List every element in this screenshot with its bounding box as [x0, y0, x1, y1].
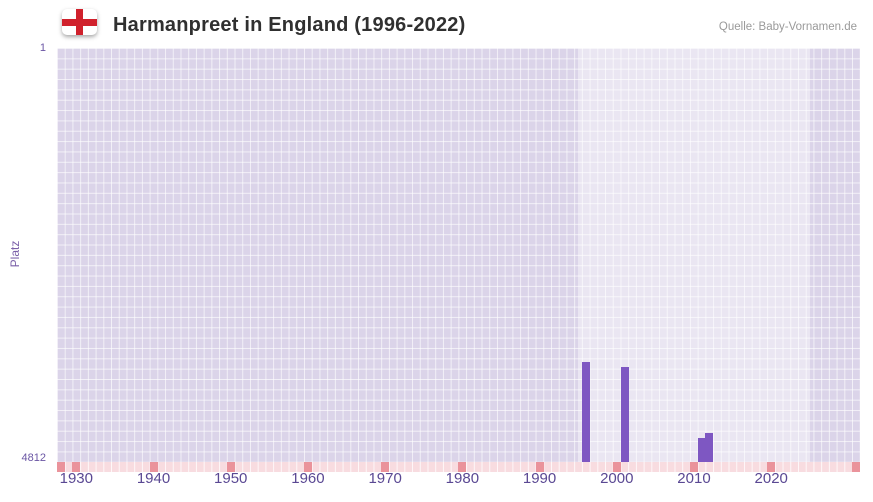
- x-tick-mark-1970: [381, 462, 390, 472]
- y-axis-label: Platz: [8, 240, 22, 268]
- x-axis-strip: [57, 462, 860, 472]
- flag-cross-horizontal: [62, 18, 97, 26]
- rank-bar-2012: [705, 432, 714, 462]
- rank-bar-1996: [581, 362, 590, 462]
- x-tick-mark-1950: [226, 462, 235, 472]
- england-flag-icon: [62, 9, 97, 35]
- x-tick-label-2000: 2000: [600, 470, 634, 487]
- data-range-highlight: [578, 48, 810, 462]
- page-title: Harmanpreet in England (1996-2022): [113, 14, 466, 36]
- x-edge-mark-1: [852, 462, 860, 472]
- x-tick-label-1940: 1940: [136, 470, 171, 487]
- x-edge-mark-0: [57, 462, 65, 472]
- x-tick-label-1990: 1990: [522, 470, 557, 487]
- x-tick-label-1950: 1950: [214, 470, 248, 487]
- plot-area: [57, 48, 860, 462]
- x-tick-label-2010: 2010: [677, 470, 711, 487]
- x-tick-mark-1940: [149, 462, 158, 472]
- x-tick-label-2020: 2020: [754, 470, 788, 487]
- x-tick-label-1970: 1970: [368, 470, 402, 487]
- x-tick-mark-1980: [458, 462, 467, 472]
- x-tick-mark-1990: [535, 462, 544, 472]
- x-tick-mark-2020: [767, 462, 776, 472]
- x-tick-label-1930: 1930: [59, 470, 93, 487]
- rank-bar-2011: [697, 437, 706, 462]
- x-tick-mark-2010: [689, 462, 698, 472]
- y-tick-bottom: 4812: [21, 452, 46, 464]
- y-tick-top: 1: [39, 42, 46, 54]
- source-attribution: Quelle: Baby-Vornamen.de: [718, 21, 857, 33]
- rank-bar-2001: [620, 367, 629, 462]
- x-tick-mark-1930: [72, 462, 81, 472]
- x-tick-label-1980: 1980: [445, 470, 480, 487]
- x-tick-mark-1960: [303, 462, 312, 472]
- x-tick-mark-2000: [612, 462, 621, 472]
- x-tick-label-1960: 1960: [291, 470, 325, 487]
